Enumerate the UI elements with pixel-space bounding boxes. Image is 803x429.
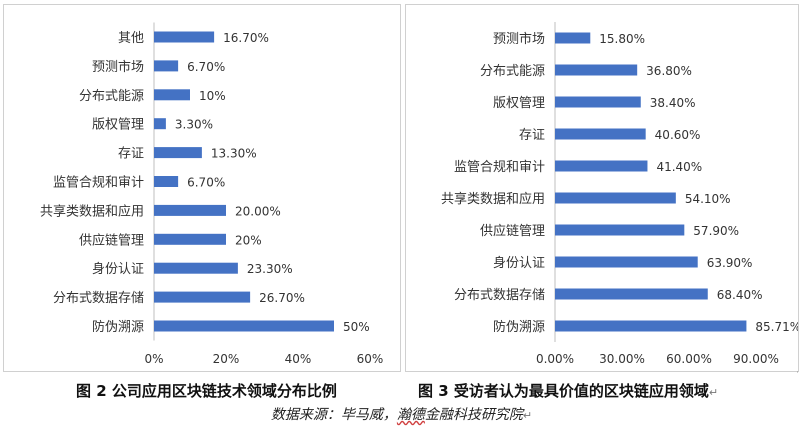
data-source-institute: 金融科技研究院	[424, 407, 523, 423]
category-label: 存证	[118, 147, 144, 162]
category-label: 共享类数据和应用	[441, 191, 545, 207]
category-label: 监管合规和审计	[454, 160, 545, 175]
data-label: 40.60%	[655, 128, 701, 142]
x-tick-label: 90.00%	[733, 352, 779, 366]
category-label: 预测市场	[92, 59, 144, 75]
data-label: 3.30%	[175, 118, 213, 132]
data-label: 63.90%	[707, 256, 753, 270]
chart-company-applications: 其他 16.70% 预测市场 6.70% 分布式能源 10% 版权管理 3.30% 存证 13.3…	[40, 22, 384, 366]
bar	[555, 192, 676, 204]
bar	[154, 291, 251, 303]
bar	[555, 160, 648, 172]
data-label: 38.40%	[650, 96, 696, 110]
bar	[154, 118, 166, 130]
chart-valuable-fields: 预测市场 15.80% 分布式能源 36.80% 版权管理 38.40% 存证 40.60% 监…	[441, 22, 798, 366]
x-tick-label: 30.00%	[599, 352, 645, 366]
bar	[555, 288, 708, 300]
bar	[555, 96, 641, 108]
category-label: 存证	[519, 128, 545, 143]
bar	[154, 147, 202, 159]
data-label: 85.71%	[755, 320, 798, 334]
data-label: 26.70%	[259, 291, 305, 305]
data-source-underlined-word: 瀚德	[396, 407, 425, 423]
bar	[555, 32, 591, 44]
figure-3-caption: 图 3 受访者认为最具价值的区块链应用领域↵	[418, 380, 718, 401]
x-tick-label: 60%	[357, 352, 384, 366]
bar	[154, 89, 190, 101]
bar	[154, 60, 179, 72]
data-label: 68.40%	[717, 288, 763, 302]
figure-2-caption: 图 2 公司应用区块链技术领域分布比例	[76, 380, 337, 401]
category-label: 身份认证	[493, 255, 545, 271]
bar	[555, 64, 638, 76]
category-label: 供应链管理	[79, 232, 144, 248]
category-label: 预测市场	[493, 31, 545, 47]
category-label: 版权管理	[92, 117, 144, 133]
bar	[154, 176, 179, 187]
data-label: 57.90%	[693, 224, 739, 238]
category-label: 分布式数据存储	[454, 288, 545, 303]
data-label: 10%	[199, 89, 226, 103]
category-label: 供应链管理	[480, 223, 545, 239]
category-label: 分布式能源	[480, 64, 545, 79]
data-label: 54.10%	[685, 192, 731, 206]
data-label: 50%	[343, 320, 370, 334]
data-source-label: 数据来源：毕马威，	[270, 407, 397, 423]
x-tick-label: 40%	[285, 352, 312, 366]
corner-mark-icon: ·	[796, 368, 799, 378]
category-label: 其他	[118, 31, 144, 46]
data-label: 13.30%	[211, 147, 257, 161]
data-label: 6.70%	[187, 60, 225, 74]
chart-panel-company-applications: 其他 16.70% 预测市场 6.70% 分布式能源 10% 版权管理 3.30% 存证 13.3…	[3, 4, 401, 372]
bar	[555, 320, 747, 332]
category-label: 身份认证	[92, 261, 144, 277]
chart-panel-valuable-fields: 预测市场 15.80% 分布式能源 36.80% 版权管理 38.40% 存证 40.60% 监…	[405, 4, 799, 372]
bar	[154, 233, 226, 245]
data-label: 16.70%	[223, 31, 269, 45]
category-label: 防伪溯源	[92, 319, 144, 335]
paragraph-mark-icon: ↵	[522, 409, 533, 422]
x-tick-label: 20%	[213, 352, 240, 366]
bar	[555, 128, 646, 140]
data-label: 23.30%	[247, 262, 293, 276]
bar	[154, 262, 238, 274]
data-source-line: 数据来源：毕马威，瀚德金融科技研究院↵	[0, 404, 803, 424]
category-label: 防伪溯源	[493, 319, 545, 335]
category-label: 分布式数据存储	[53, 291, 144, 306]
bar	[154, 204, 226, 216]
category-label: 监管合规和审计	[53, 176, 144, 191]
data-label: 6.70%	[187, 176, 225, 190]
figure-3-caption-text: 图 3 受访者认为最具价值的区块链应用领域	[418, 382, 709, 400]
bar	[154, 31, 215, 43]
category-label: 共享类数据和应用	[40, 203, 144, 219]
paragraph-mark-icon: ↵	[708, 386, 719, 399]
data-label: 15.80%	[599, 32, 645, 46]
x-tick-label: 60.00%	[666, 352, 712, 366]
x-tick-label: 0%	[144, 352, 163, 366]
category-label: 分布式能源	[79, 89, 144, 104]
x-tick-label: 0.00%	[536, 352, 574, 366]
figure-2-caption-text: 图 2 公司应用区块链技术领域分布比例	[76, 382, 337, 400]
data-label: 41.40%	[656, 160, 702, 174]
data-label: 20%	[235, 233, 262, 247]
data-label: 36.80%	[646, 64, 692, 78]
bar	[555, 224, 685, 236]
data-label: 20.00%	[235, 204, 281, 218]
bar	[555, 256, 698, 268]
category-label: 版权管理	[493, 95, 545, 111]
bar	[154, 320, 334, 332]
